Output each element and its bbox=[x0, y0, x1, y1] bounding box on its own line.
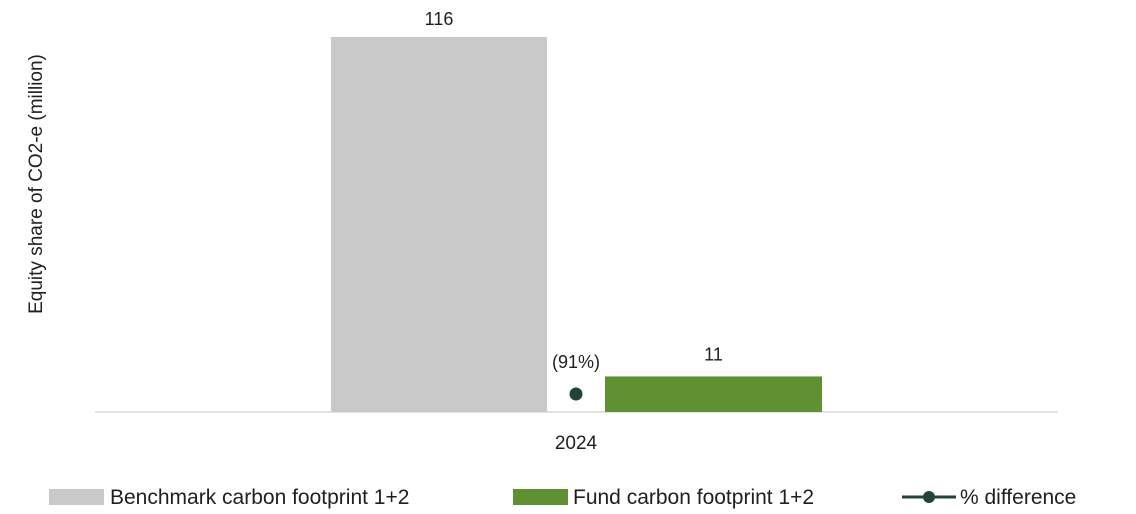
legend: Benchmark carbon footprint 1+2 Fund carbo… bbox=[49, 486, 1076, 509]
data-label-benchmark: 116 bbox=[425, 9, 454, 29]
legend-swatch-benchmark bbox=[49, 489, 104, 505]
legend-swatch-fund bbox=[513, 489, 568, 505]
legend-label-percent-difference: % difference bbox=[960, 486, 1076, 509]
legend-swatch-marker-percent-difference bbox=[923, 491, 935, 503]
x-tick-label: 2024 bbox=[555, 433, 598, 454]
y-axis-title: Equity share of CO2-e (million) bbox=[26, 54, 47, 314]
data-label-percent-difference: (91%) bbox=[552, 352, 600, 372]
bar-benchmark-2024 bbox=[331, 37, 547, 412]
data-label-fund: 11 bbox=[704, 344, 723, 364]
chart-marks: 116 11 (91%) bbox=[331, 9, 822, 412]
legend-label-benchmark: Benchmark carbon footprint 1+2 bbox=[110, 486, 409, 509]
legend-label-fund: Fund carbon footprint 1+2 bbox=[573, 486, 814, 509]
bar-fund-2024 bbox=[605, 376, 822, 412]
percent-difference-marker bbox=[569, 387, 583, 401]
